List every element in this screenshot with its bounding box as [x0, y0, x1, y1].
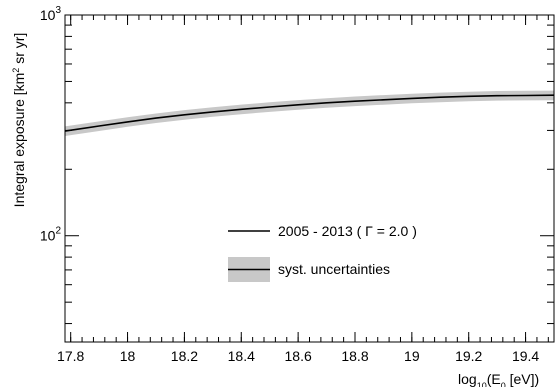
- y-axis-label-superscript: 2: [11, 68, 21, 73]
- y-axis-label-text: Integral exposure [km: [11, 73, 27, 208]
- y-axis-label: Integral exposure [km2 sr yr]: [11, 33, 27, 208]
- axis-ticks-layer: 17.8 18 18.2 18.4 18.6 18.8 19 19.2 19.4 102 103: [40, 5, 554, 364]
- x-axis-label: log10(E0 [eV]): [458, 371, 539, 387]
- x-axis-label-log: log: [458, 371, 477, 387]
- x-axis-label-energy: (E: [487, 371, 501, 387]
- legend-label-band: syst. uncertainties: [278, 261, 390, 277]
- y-tick-label: 102: [40, 226, 62, 244]
- x-tick-label: 19.2: [455, 348, 482, 364]
- uncertainty-band-layer: [65, 90, 554, 136]
- legend: 2005 - 2013 ( Γ = 2.0 ) syst. uncertaint…: [228, 223, 417, 282]
- x-tick-label: 18.8: [341, 348, 368, 364]
- plot-frame: [64, 14, 555, 343]
- series-line-layer: [64, 94, 555, 132]
- uncertainty-band: [65, 90, 554, 136]
- y-axis-label-unit: sr yr]: [11, 33, 27, 68]
- x-tick-label: 18: [120, 348, 136, 364]
- x-tick-label: 19: [404, 348, 420, 364]
- x-tick-label: 18.4: [228, 348, 255, 364]
- legend-label-series: 2005 - 2013 ( Γ = 2.0 ): [278, 223, 417, 239]
- x-axis-label-unit: [eV]): [506, 371, 539, 387]
- x-axis-label-base: 10: [477, 381, 487, 387]
- y-tick-label: 103: [40, 5, 62, 23]
- x-tick-label: 18.6: [285, 348, 312, 364]
- x-axis-label-subscript: 0: [501, 381, 506, 387]
- x-tick-label: 17.8: [57, 348, 84, 364]
- x-tick-label: 18.2: [171, 348, 198, 364]
- series-line: [64, 94, 555, 132]
- x-tick-label: 19.4: [512, 348, 539, 364]
